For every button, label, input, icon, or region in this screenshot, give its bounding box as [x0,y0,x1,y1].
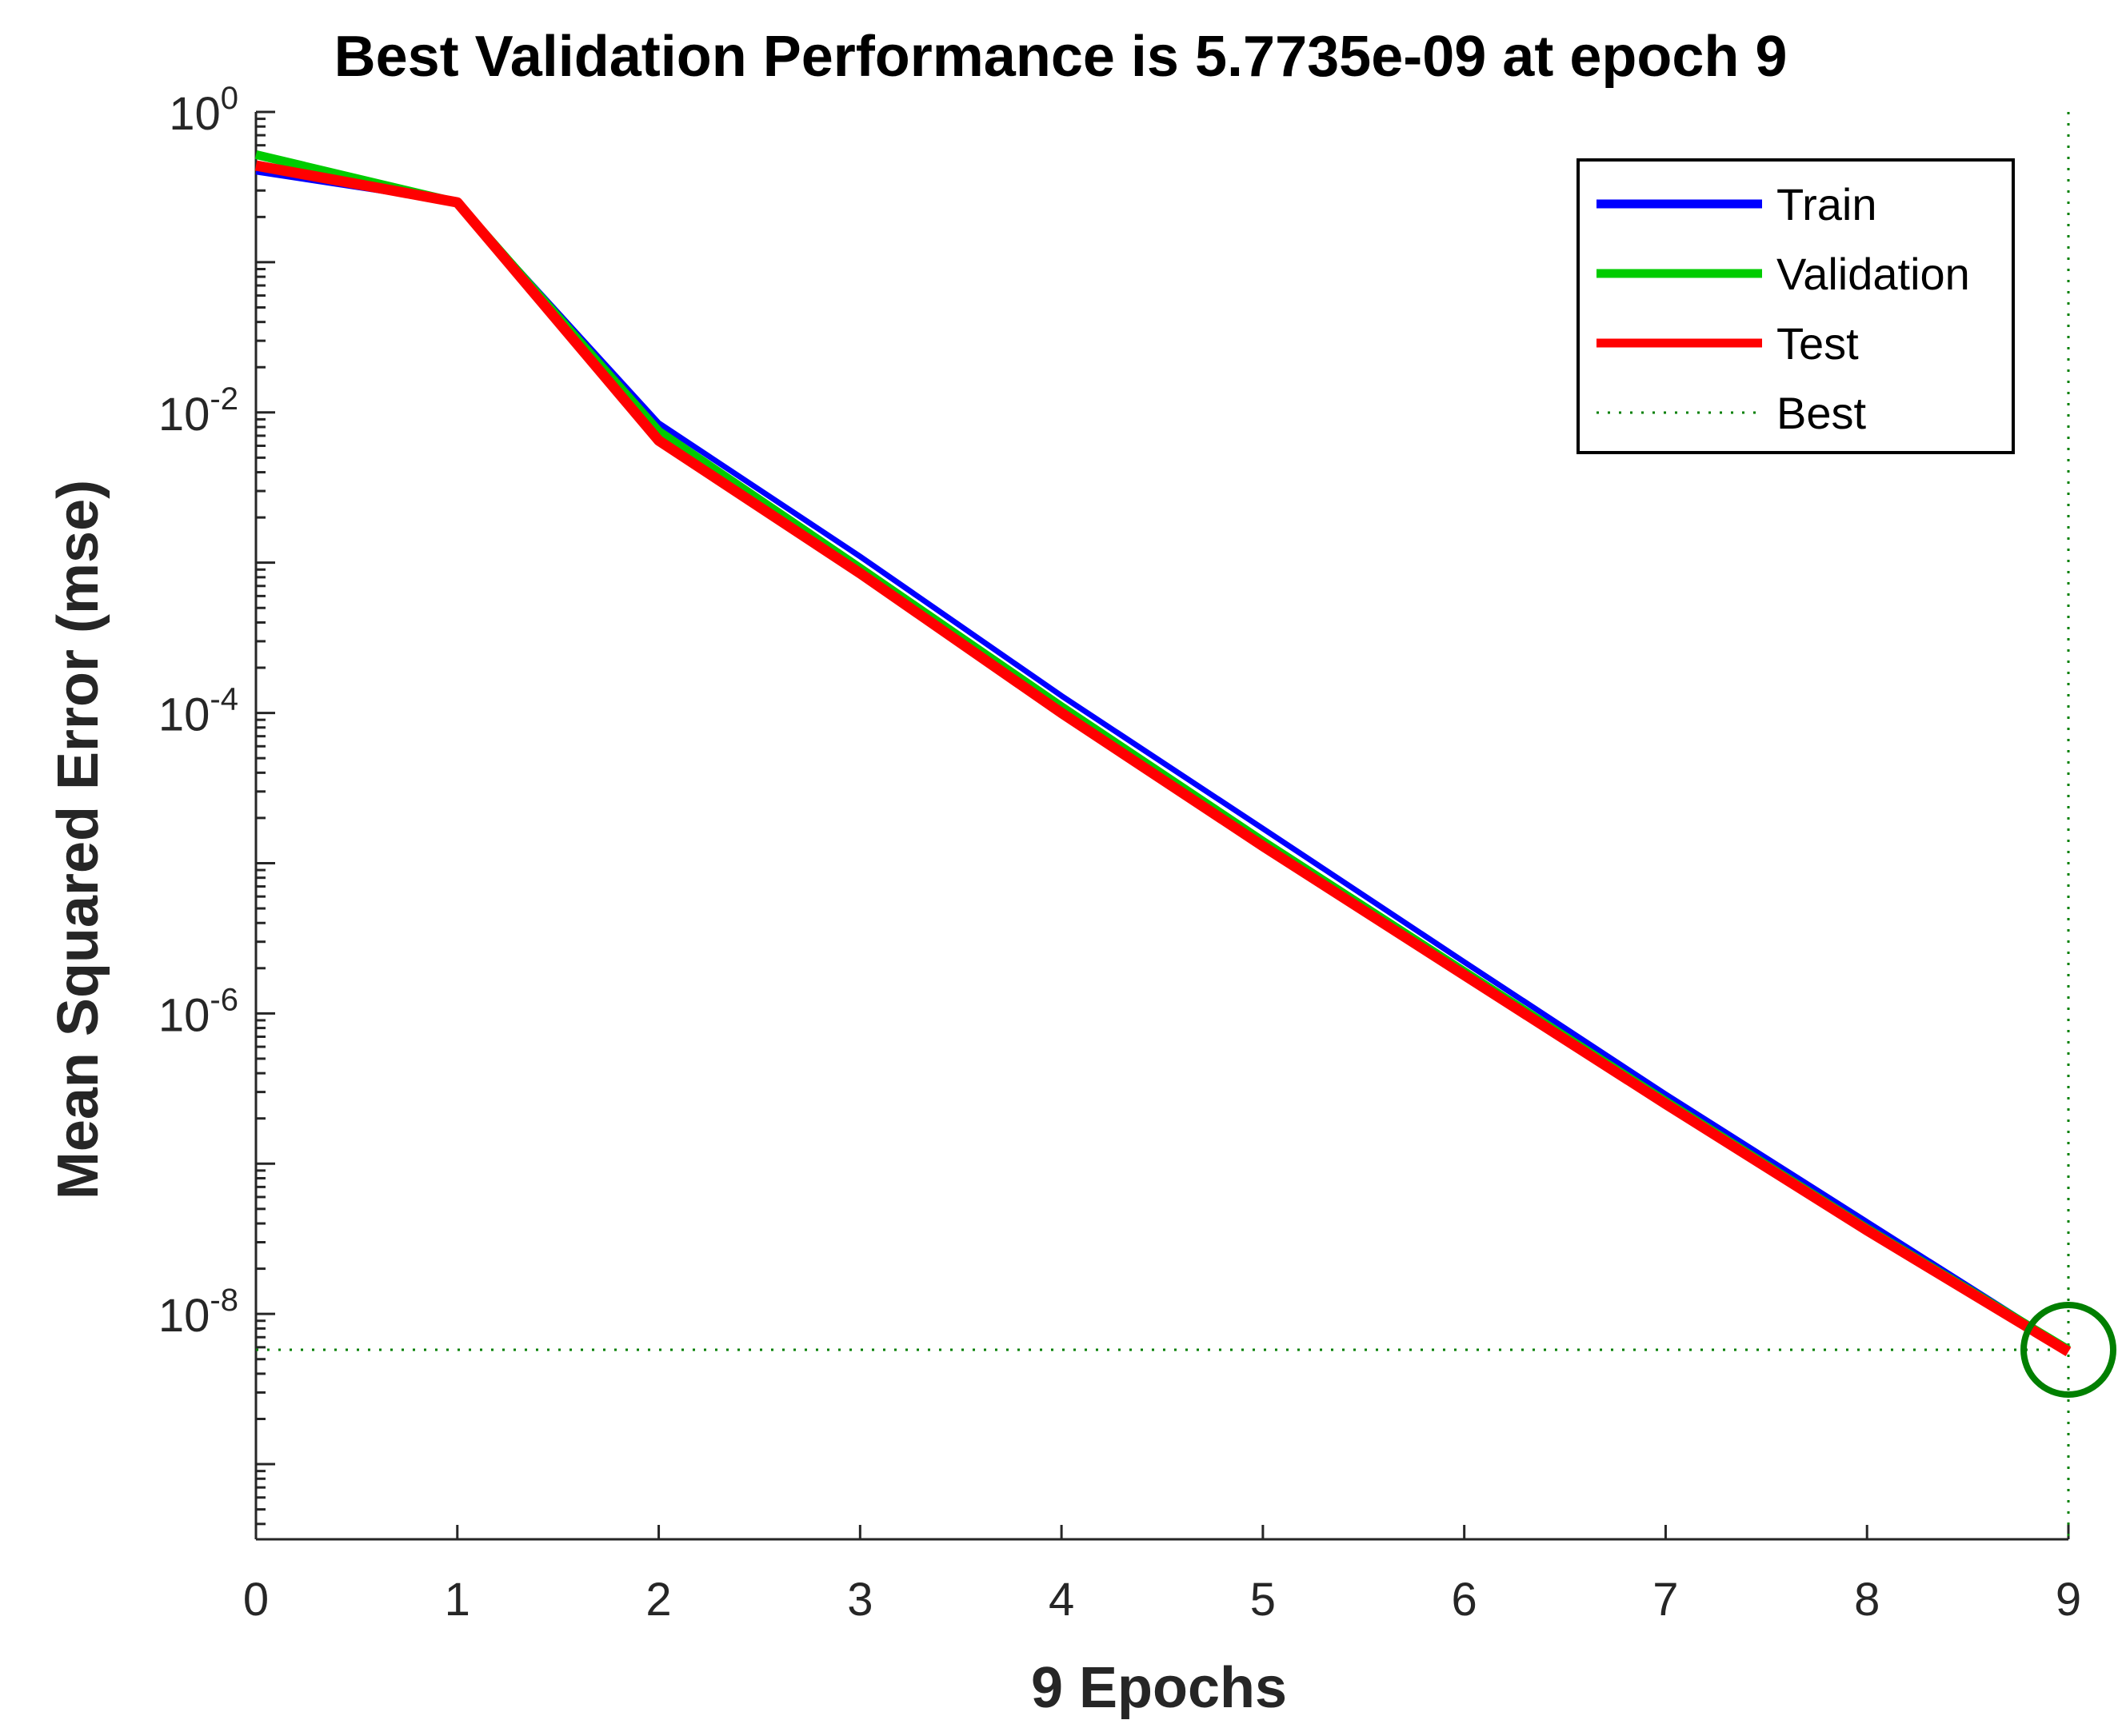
legend-label-validation: Validation [1776,249,1970,299]
y-tick-base: 10 [158,689,210,741]
x-tick-label: 3 [847,1574,873,1626]
x-tick-label: 1 [445,1574,470,1626]
y-tick-label: 10-8 [158,1283,238,1342]
y-tick-base: 10 [158,389,210,441]
x-tick-label: 0 [243,1574,269,1626]
x-tick-label: 7 [1652,1574,1678,1626]
legend-box [1577,158,2015,454]
best-marker-circle [2020,1301,2116,1398]
series-line-test [254,160,2072,1357]
legend-label-best: Best [1776,388,1866,438]
y-tick-exponent: -2 [210,381,238,417]
x-tick-label: 5 [1250,1574,1276,1626]
y-tick-label: 10-4 [158,682,238,741]
y-tick-base: 10 [158,1290,210,1342]
chart-title: Best Validation Performance is 5.7735e-0… [334,25,1788,89]
y-tick-base: 10 [169,88,221,140]
legend-label-train: Train [1776,179,1877,229]
y-tick-label: 10-2 [158,381,238,441]
legend: Train Validation Test Best [1577,158,2015,454]
legend-label-test: Test [1776,318,1859,369]
y-tick-label: 100 [169,81,238,140]
y-axis-title: Mean Squared Error (mse) [46,480,110,1199]
x-tick-label: 8 [1854,1574,1880,1626]
x-tick-label: 4 [1049,1574,1074,1626]
y-tick-label: 10-6 [158,982,238,1041]
x-tick-label: 2 [645,1574,671,1626]
y-tick-base: 10 [158,989,210,1041]
x-tick-label: 6 [1452,1574,1477,1626]
x-axis-title: 9 Epochs [1031,1656,1287,1720]
y-tick-exponent: -8 [210,1283,238,1318]
x-tick-label: 9 [2056,1574,2081,1626]
y-tick-exponent: -4 [210,682,238,717]
y-tick-exponent: 0 [221,81,238,116]
y-tick-exponent: -6 [210,982,238,1017]
